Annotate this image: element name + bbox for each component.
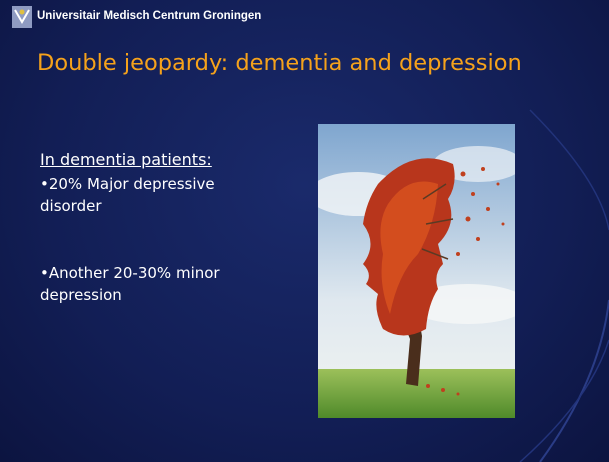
slide-title: Double jeopardy: dementia and depression — [37, 50, 522, 76]
organization: Universitair Medisch Centrum Groningen — [37, 10, 261, 22]
logo — [10, 4, 34, 30]
bullet: •Another 20-30% minor depression — [40, 262, 280, 306]
slide: Universitair Medisch Centrum Groningen D… — [0, 0, 609, 462]
body-heading: In dementia patients: — [40, 150, 212, 169]
bullet: •20% Major depressive disorder — [40, 173, 280, 217]
tree-head-image — [318, 124, 515, 418]
